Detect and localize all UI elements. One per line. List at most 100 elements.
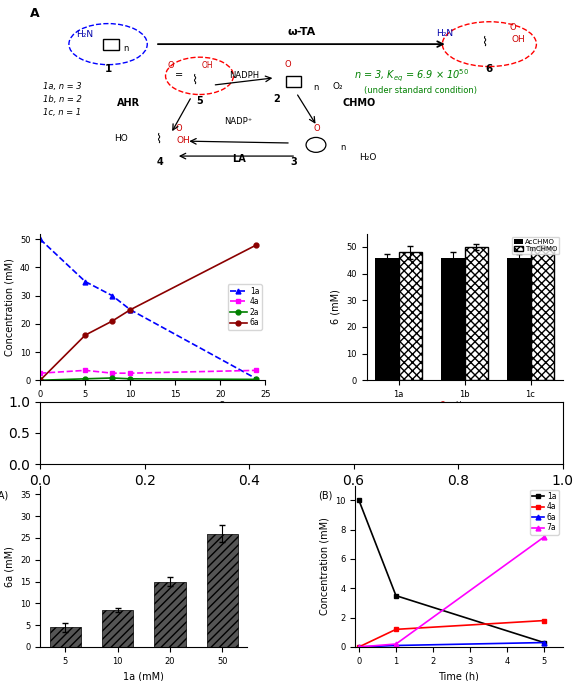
Text: OH: OH <box>177 136 191 145</box>
1a <box>253 375 260 383</box>
Text: ω-TA: ω-TA <box>287 27 316 37</box>
Y-axis label: Concentration (mM): Concentration (mM) <box>4 258 14 356</box>
4a <box>109 369 116 377</box>
6a <box>541 639 548 647</box>
Bar <box>102 610 133 647</box>
Text: 2: 2 <box>273 94 280 104</box>
Text: O₂: O₂ <box>218 401 228 410</box>
7a <box>541 533 548 541</box>
1a <box>393 592 400 600</box>
Bar <box>49 627 81 647</box>
Text: n: n <box>131 434 137 443</box>
Text: OH: OH <box>335 419 347 429</box>
Text: 7: 7 <box>447 454 453 463</box>
X-axis label: Time (h): Time (h) <box>133 405 173 415</box>
Text: 1a, n = 3: 1a, n = 3 <box>43 82 82 91</box>
4a <box>37 369 44 377</box>
Text: 1c, n = 1: 1c, n = 1 <box>43 108 81 117</box>
Text: n: n <box>340 144 346 153</box>
Line: 6a: 6a <box>38 242 259 383</box>
Text: $n$ = 3, $K_{eq}$ = 6.9 × 10$^{50}$: $n$ = 3, $K_{eq}$ = 6.9 × 10$^{50}$ <box>354 68 469 84</box>
Line: 1a: 1a <box>356 498 546 645</box>
6a <box>37 376 44 384</box>
Text: ⌇: ⌇ <box>481 36 487 49</box>
Text: LA: LA <box>232 154 246 163</box>
4a <box>393 625 400 633</box>
1a <box>127 306 134 314</box>
Text: A: A <box>30 7 40 20</box>
Bar <box>154 582 186 647</box>
Line: 6a: 6a <box>356 640 546 650</box>
Text: 3: 3 <box>290 157 297 168</box>
6a <box>355 643 362 651</box>
4a <box>355 643 362 651</box>
Y-axis label: 6a (mM): 6a (mM) <box>4 546 14 587</box>
Text: HO: HO <box>114 134 128 143</box>
Text: O: O <box>327 404 333 413</box>
Text: 6: 6 <box>298 454 304 463</box>
Text: O: O <box>168 61 174 70</box>
Text: O: O <box>510 23 516 32</box>
Text: 5: 5 <box>196 96 203 106</box>
Text: H₂N: H₂N <box>76 30 93 39</box>
7a <box>355 643 362 651</box>
Bar <box>103 39 119 50</box>
Text: O: O <box>285 60 292 69</box>
Text: 1b, n=2: 1b, n=2 <box>69 436 99 445</box>
Text: 1: 1 <box>118 449 124 458</box>
X-axis label: Time (h): Time (h) <box>439 671 479 681</box>
X-axis label: 1a (mM): 1a (mM) <box>123 671 164 681</box>
Text: O: O <box>314 124 320 133</box>
Text: 1a: 1a <box>370 440 379 449</box>
6a <box>109 317 116 325</box>
2a <box>253 375 260 383</box>
Text: CHMO: CHMO <box>342 97 375 108</box>
Text: (under standard condition): (under standard condition) <box>364 86 477 95</box>
Text: H: H <box>455 401 461 410</box>
Text: NADPH: NADPH <box>229 71 259 80</box>
Line: 4a: 4a <box>356 618 546 650</box>
1a <box>541 639 548 647</box>
Bar <box>286 76 301 87</box>
Text: H₂N: H₂N <box>101 406 115 415</box>
6a <box>393 642 400 650</box>
Text: NADP⁺: NADP⁺ <box>224 117 253 127</box>
Text: Whole-cell biocatalysts: Whole-cell biocatalysts <box>40 405 175 415</box>
Text: 6a: 6a <box>88 426 97 435</box>
Line: 1a: 1a <box>38 237 259 381</box>
Text: 1: 1 <box>104 64 112 74</box>
Text: n: n <box>313 82 318 92</box>
Y-axis label: 6 (mM): 6 (mM) <box>331 289 341 324</box>
Text: O: O <box>440 401 445 410</box>
Bar <box>117 424 126 435</box>
Text: 4: 4 <box>157 157 164 168</box>
Bar <box>530 247 553 380</box>
Legend: 1a, 4a, 6a, 7a: 1a, 4a, 6a, 7a <box>530 490 559 535</box>
Text: OH: OH <box>201 61 213 70</box>
Text: O: O <box>175 124 182 133</box>
2a <box>109 374 116 382</box>
Text: n: n <box>123 44 129 53</box>
Bar <box>375 257 398 380</box>
Bar <box>441 257 464 380</box>
Text: (A): (A) <box>0 490 9 501</box>
4a <box>127 369 134 377</box>
Line: 4a: 4a <box>38 368 259 376</box>
Text: ~: ~ <box>307 419 316 429</box>
Text: =: = <box>174 69 183 80</box>
Bar <box>207 534 238 647</box>
7a <box>393 640 400 648</box>
Text: H₂O: H₂O <box>359 153 376 162</box>
Text: H₂N: H₂N <box>281 404 295 413</box>
1a <box>82 277 89 285</box>
Text: 1c, n=1: 1c, n=1 <box>69 453 99 462</box>
1a <box>355 496 362 505</box>
4a <box>253 366 260 375</box>
Text: ⌇: ⌇ <box>191 74 197 86</box>
Text: →: → <box>405 440 412 449</box>
Text: AHR: AHR <box>118 97 141 108</box>
6a <box>82 331 89 339</box>
Bar <box>398 252 422 380</box>
4a <box>82 366 89 375</box>
Bar <box>464 247 488 380</box>
